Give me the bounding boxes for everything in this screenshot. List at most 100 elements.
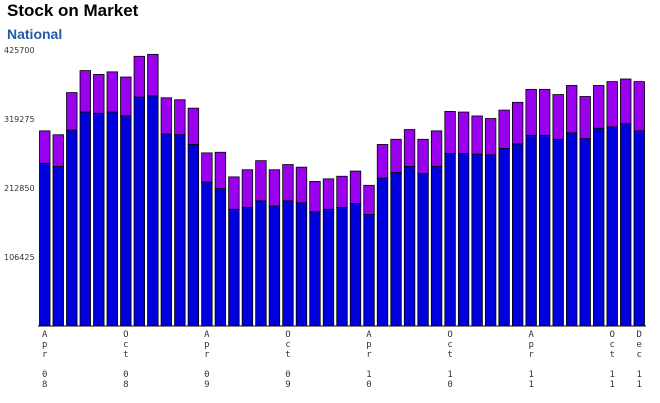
bar-upper-36 — [525, 88, 537, 136]
bar-upper-44 — [633, 81, 645, 132]
bar-upper-33 — [484, 118, 497, 156]
bar-upper-19 — [295, 166, 308, 204]
bar-upper-39 — [566, 85, 578, 134]
bar-lower-29 — [430, 166, 443, 327]
bar-upper-37 — [539, 88, 551, 136]
bars-group — [39, 53, 645, 327]
bar-lower-19 — [295, 202, 308, 327]
bar-lower-6 — [120, 115, 132, 327]
bar-upper-20 — [309, 181, 321, 213]
bar-lower-44 — [633, 130, 645, 327]
bar-upper-3 — [79, 70, 91, 113]
bar-upper-27 — [403, 129, 416, 167]
bar-upper-31 — [457, 111, 470, 154]
y-tick-label: 319275 — [4, 115, 35, 124]
bar-lower-25 — [376, 177, 389, 327]
bar-upper-23 — [349, 170, 362, 204]
bar-upper-15 — [241, 169, 254, 208]
bar-upper-41 — [593, 85, 605, 129]
bar-lower-35 — [511, 143, 524, 327]
bar-lower-23 — [349, 203, 362, 327]
bar-lower-0 — [39, 162, 51, 327]
bar-lower-14 — [228, 208, 240, 327]
bar-lower-13 — [214, 188, 227, 327]
bar-upper-1 — [52, 134, 64, 167]
bar-lower-3 — [79, 111, 91, 327]
bar-lower-22 — [336, 206, 348, 327]
bar-lower-39 — [566, 132, 578, 327]
bar-lower-33 — [484, 154, 497, 327]
bar-lower-30 — [444, 153, 456, 327]
bar-lower-11 — [187, 144, 200, 327]
chart-title: Stock on Market — [7, 1, 139, 20]
bar-lower-40 — [579, 138, 591, 327]
bar-upper-34 — [498, 109, 510, 149]
bar-lower-1 — [52, 166, 64, 327]
bar-upper-11 — [187, 107, 200, 145]
bar-upper-14 — [228, 176, 240, 210]
bar-lower-4 — [93, 112, 105, 327]
bar-upper-35 — [511, 101, 524, 145]
bar-upper-17 — [268, 169, 281, 207]
bar-upper-7 — [133, 55, 145, 98]
bar-upper-28 — [417, 138, 429, 175]
bar-lower-15 — [241, 206, 254, 327]
bar-lower-8 — [147, 95, 159, 327]
bar-upper-40 — [579, 96, 591, 140]
bar-lower-24 — [363, 214, 375, 327]
bar-upper-38 — [552, 94, 564, 140]
bar-lower-17 — [268, 205, 281, 327]
bar-upper-29 — [430, 130, 443, 167]
bar-upper-12 — [201, 152, 213, 183]
bar-upper-26 — [390, 138, 402, 173]
y-tick-label: 425700 — [4, 46, 35, 55]
bar-upper-21 — [322, 178, 335, 210]
bar-upper-5 — [106, 71, 118, 113]
bar-upper-2 — [66, 92, 78, 131]
bar-lower-9 — [160, 133, 173, 327]
bar-upper-18 — [282, 164, 294, 202]
bar-upper-10 — [174, 99, 186, 136]
bar-lower-7 — [133, 96, 145, 327]
bar-lower-41 — [593, 127, 605, 327]
bar-upper-9 — [160, 97, 173, 135]
bar-upper-16 — [255, 160, 267, 202]
bar-lower-16 — [255, 200, 267, 327]
bar-upper-13 — [214, 151, 227, 189]
bar-upper-22 — [336, 175, 348, 208]
bar-lower-43 — [620, 123, 632, 327]
bar-lower-28 — [417, 173, 429, 327]
bar-lower-37 — [539, 134, 551, 327]
bar-lower-12 — [201, 181, 213, 327]
bar-lower-21 — [322, 208, 335, 327]
bar-upper-0 — [39, 130, 51, 164]
bar-upper-43 — [620, 78, 632, 125]
bar-lower-38 — [552, 138, 564, 327]
bar-lower-27 — [403, 166, 416, 327]
bar-lower-2 — [66, 129, 78, 327]
bar-upper-42 — [606, 81, 618, 128]
y-tick-label: 106425 — [4, 253, 35, 262]
bar-lower-36 — [525, 134, 537, 327]
chart-subtitle: National — [7, 26, 63, 42]
y-axis-ticks: 106425 212850 319275 425700 — [4, 46, 35, 262]
bar-lower-42 — [606, 126, 618, 327]
bar-lower-20 — [309, 211, 321, 327]
bar-upper-24 — [363, 184, 375, 215]
bar-lower-18 — [282, 200, 294, 327]
bar-upper-30 — [444, 111, 456, 154]
bar-lower-26 — [390, 171, 402, 327]
bar-upper-32 — [471, 115, 483, 155]
bar-lower-34 — [498, 147, 510, 327]
